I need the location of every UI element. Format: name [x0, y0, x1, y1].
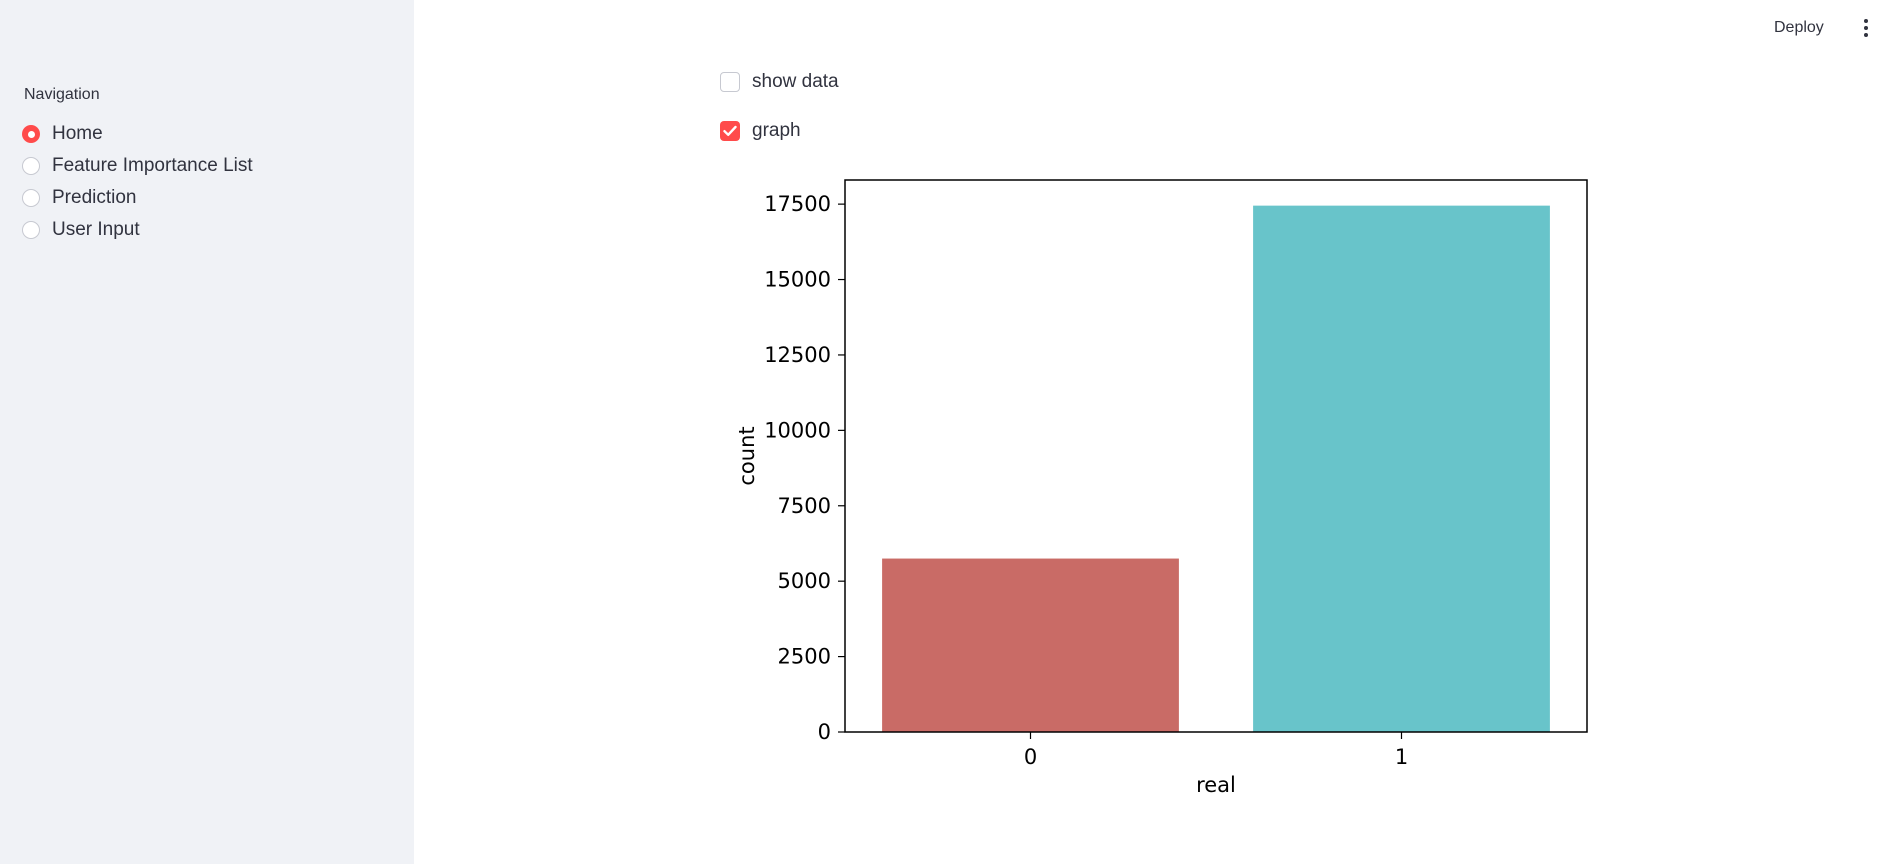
navigation-title: Navigation	[24, 86, 100, 103]
nav-radio-user-input[interactable]: User Input	[22, 214, 253, 246]
y-tick-label: 2500	[778, 645, 831, 669]
y-tick-label: 5000	[778, 569, 831, 593]
vertical-dots-icon[interactable]	[1856, 14, 1876, 42]
x-tick-label: 1	[1395, 745, 1408, 769]
nav-radio-label: Home	[52, 123, 103, 144]
navigation-radio-group: Home Feature Importance List Prediction …	[22, 118, 253, 246]
bar-0	[882, 558, 1179, 732]
y-axis-label: count	[735, 426, 759, 485]
graph-checkbox[interactable]: graph	[720, 120, 801, 142]
y-tick-label: 12500	[764, 343, 831, 367]
deploy-button[interactable]: Deploy	[1774, 19, 1824, 36]
nav-radio-label: User Input	[52, 219, 140, 240]
radio-selected-icon[interactable]	[22, 125, 40, 143]
radio-unselected-icon[interactable]	[22, 189, 40, 207]
bars	[882, 205, 1550, 732]
checkbox-checked-icon[interactable]	[720, 121, 740, 141]
radio-unselected-icon[interactable]	[22, 157, 40, 175]
nav-radio-label: Prediction	[52, 187, 137, 208]
y-axis-ticks: 0 2500 5000 7500 10000 12500 15000 17500	[764, 192, 845, 744]
x-axis-label: real	[1196, 773, 1236, 797]
x-tick-label: 0	[1024, 745, 1037, 769]
y-tick-label: 17500	[764, 192, 831, 216]
nav-radio-home[interactable]: Home	[22, 118, 253, 150]
radio-unselected-icon[interactable]	[22, 221, 40, 239]
sidebar: Navigation Home Feature Importance List …	[0, 0, 414, 864]
nav-radio-feature-importance-list[interactable]: Feature Importance List	[22, 150, 253, 182]
y-tick-label: 15000	[764, 268, 831, 292]
nav-radio-label: Feature Importance List	[52, 155, 253, 176]
y-tick-label: 7500	[778, 494, 831, 518]
checkbox-unchecked-icon[interactable]	[720, 72, 740, 92]
nav-radio-prediction[interactable]: Prediction	[22, 182, 253, 214]
y-tick-label: 0	[818, 720, 831, 744]
bar-1	[1253, 205, 1550, 732]
show-data-checkbox[interactable]: show data	[720, 71, 839, 93]
checkbox-label: graph	[752, 120, 801, 141]
y-tick-label: 10000	[764, 418, 831, 442]
plot-frame	[844, 179, 1588, 733]
checkbox-label: show data	[752, 71, 839, 92]
